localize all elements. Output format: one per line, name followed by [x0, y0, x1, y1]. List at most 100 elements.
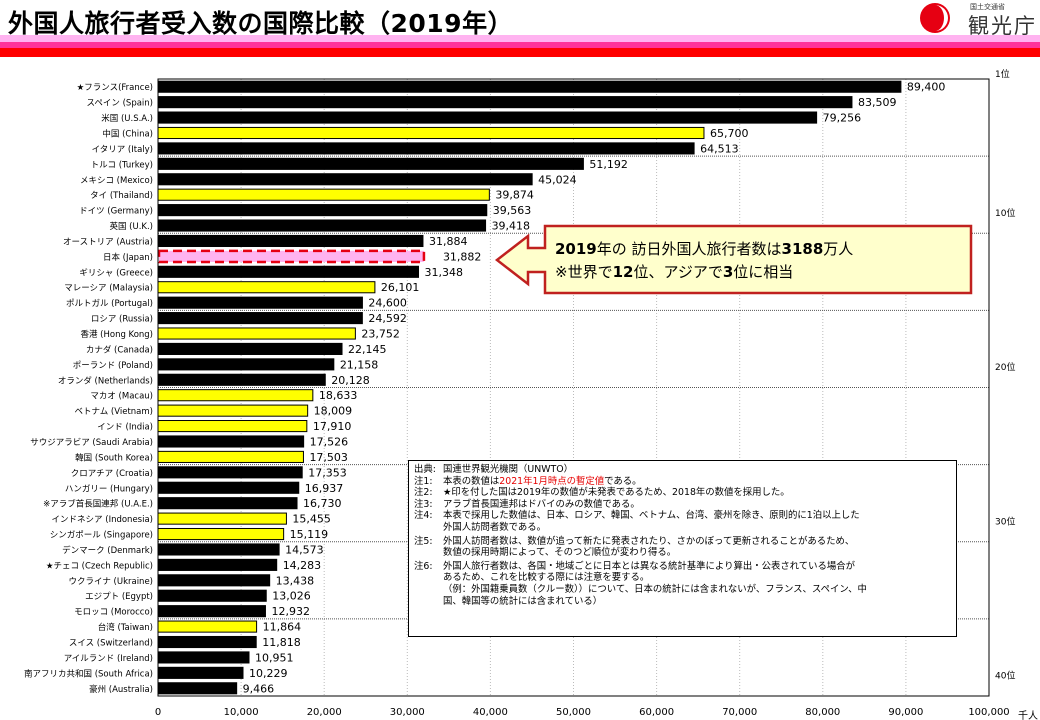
bar	[157, 142, 695, 155]
value-label: 13,438	[276, 574, 315, 587]
bar	[157, 574, 271, 587]
bar	[157, 204, 488, 217]
value-label: 11,864	[263, 621, 302, 634]
bar	[157, 234, 424, 248]
bar	[157, 497, 298, 510]
bar	[157, 389, 314, 402]
category-label: モロッコ (Morocco)	[74, 608, 153, 618]
category-label: タイ (Thailand)	[90, 191, 153, 201]
note-1: 注1: 本表の数値は 2021年1月時点の暫定値 である。	[414, 475, 642, 487]
category-label: 豪州 (Australia)	[89, 684, 153, 695]
category-label: エジプト (Egypt)	[85, 592, 153, 602]
x-tick-label: 80,000	[805, 707, 840, 718]
category-label: ロシア (Russia)	[91, 315, 153, 325]
bar	[157, 111, 818, 124]
x-tick-label: 70,000	[722, 707, 757, 718]
x-tick-label: 10,000	[224, 707, 259, 718]
note-4-cont: 外国人訪問者数である。	[443, 521, 547, 533]
bar	[157, 126, 705, 140]
value-label: 18,633	[319, 389, 358, 402]
bar	[157, 481, 300, 494]
category-label: トルコ (Turkey)	[91, 160, 153, 170]
bar	[157, 265, 420, 278]
x-tick-label: 40,000	[473, 707, 508, 718]
value-label: 64,513	[700, 142, 739, 155]
value-label: 31,348	[425, 266, 464, 279]
value-label: 26,101	[381, 281, 420, 294]
value-labels: 89,400 83,509 79,256 65,700 64,513 51,192 45,0…	[243, 81, 946, 696]
bar	[157, 404, 309, 417]
category-label: 日本 (Japan)	[103, 252, 153, 263]
bar	[157, 188, 490, 201]
note-3: 注3: アラブ首長国連邦はドバイのみの数値である。	[414, 498, 640, 510]
header-band-magenta	[0, 42, 1040, 48]
value-label: 13,026	[272, 590, 311, 603]
bar	[157, 605, 266, 618]
category-label: カナダ (Canada)	[86, 344, 153, 355]
note-5: 注5: 外国人訪問者数は、数値が追って新たに発表されたり、さかのぼって更新されるこ…	[414, 535, 855, 547]
note-4: 注4: 本表で採用した数値は、日本、ロシア、韓国、ベトナム、台湾、豪州を除き、原則…	[414, 510, 860, 522]
note-6-cont3: 国、韓国等の統計には含まれている）	[443, 595, 603, 607]
bar	[157, 327, 356, 340]
logo-agency-text: 観光庁	[968, 14, 1037, 38]
category-label: 韓国 (South Korea)	[75, 452, 153, 463]
value-label: 18,009	[314, 405, 353, 418]
value-label: 14,573	[285, 543, 324, 556]
value-label: 39,874	[495, 189, 533, 202]
category-label: ★フランス(France)	[77, 83, 153, 93]
bar	[157, 342, 343, 355]
plot-frame	[157, 78, 990, 697]
note-source: 出典: 国連世界観光機関（UNWTO）	[414, 464, 574, 475]
logo-mark-icon	[920, 3, 950, 33]
notes-box: 出典: 国連世界観光機関（UNWTO） 注1: 本表の数値は 2021年1月時点の暫定…	[408, 460, 957, 637]
category-label: 香港 (Hong Kong)	[80, 329, 153, 340]
category-label: マレーシア (Malaysia)	[64, 284, 153, 294]
category-label: ウクライナ (Ukraine)	[69, 577, 154, 587]
rank-label: 1位	[995, 68, 1010, 80]
agency-logo: 国土交通省 観光庁	[918, 2, 1040, 38]
x-tick-labels: 0 10,000 20,000 30,000 40,000 50,000 60,000 70,…	[155, 707, 1010, 718]
category-label: デンマーク (Denmark)	[62, 545, 153, 556]
rank-label: 40位	[995, 670, 1015, 682]
value-label: 83,509	[858, 96, 897, 109]
callout-line-2: ※世界で12位、アジアで3位に相当	[555, 263, 794, 281]
value-label: 31,884	[429, 235, 468, 248]
value-label: 17,503	[309, 451, 348, 464]
category-label: オーストリア (Austria)	[63, 237, 153, 247]
note-6-cont2: （例：外国籍乗員数（クルー数））について、日本の統計には含まれないが、フランス、…	[443, 583, 867, 595]
rank-label: 20位	[995, 361, 1015, 373]
bar	[157, 682, 238, 695]
bar	[157, 96, 853, 109]
rank-label: 10位	[995, 207, 1015, 219]
category-label: イタリア (Italy)	[92, 145, 153, 155]
x-tick-label: 30,000	[390, 707, 425, 718]
note-5-cont: 数値の採用時期によって、そのつど順位が変わり得る。	[443, 547, 677, 559]
bar	[157, 620, 258, 633]
category-label: インド (India)	[97, 423, 153, 433]
x-tick-label: 0	[155, 707, 161, 718]
value-label: 65,700	[710, 127, 749, 140]
category-label: アイルランド (Ireland)	[64, 654, 153, 664]
page-title: 外国人旅行者受入数の国際比較（2019年）	[8, 9, 514, 38]
bar-japan	[157, 249, 426, 264]
bar	[157, 543, 280, 556]
value-label: 17,526	[310, 435, 349, 448]
category-label: 英国 (U.K.)	[109, 221, 153, 232]
unit-label: 千人	[1018, 710, 1038, 720]
category-label: ハンガリー (Hungary)	[65, 483, 153, 494]
category-label: ベトナム (Vietnam)	[74, 407, 153, 417]
header-band-red	[0, 48, 1040, 57]
value-label: 79,256	[823, 112, 862, 125]
value-label: 10,951	[255, 651, 294, 664]
note-2: 注2: ★印を付した国は2019年の数値が未発表であるため、2018年の数値を採用…	[414, 487, 790, 499]
note-6-cont: あるため、これを比較する際には注意を要する。	[443, 572, 650, 584]
header-band-pink	[0, 35, 1040, 42]
value-label: 24,592	[368, 312, 407, 325]
value-label: 24,600	[368, 297, 407, 310]
bar	[157, 80, 902, 93]
bar	[157, 373, 326, 386]
bar	[157, 157, 584, 170]
x-tick-label: 50,000	[556, 707, 591, 718]
value-label: 12,932	[271, 605, 310, 618]
bar	[157, 589, 267, 602]
